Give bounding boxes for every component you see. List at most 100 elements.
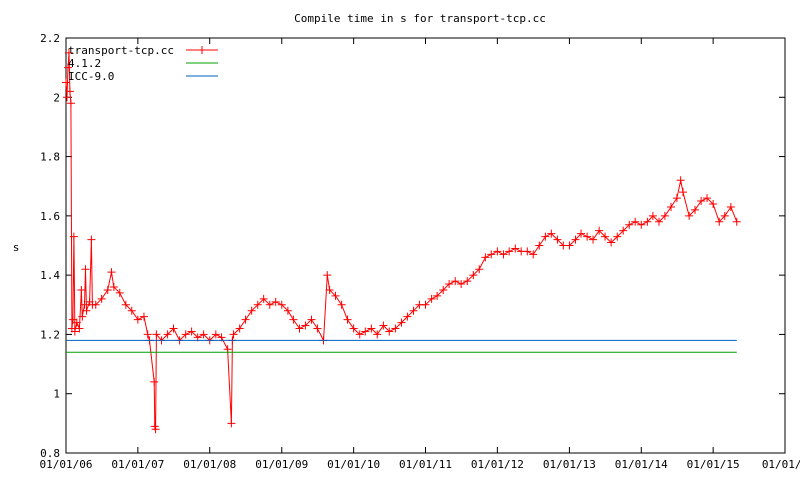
series-line (65, 52, 738, 430)
data-point (397, 318, 406, 327)
data-point (355, 330, 364, 339)
data-point (139, 312, 148, 321)
data-point (235, 324, 244, 333)
data-point (523, 247, 532, 256)
data-point (547, 229, 556, 238)
data-point (91, 300, 100, 309)
data-point (403, 312, 412, 321)
data-point (660, 211, 669, 220)
data-point (323, 271, 332, 280)
legend-label: transport-tcp.cc (68, 44, 174, 57)
legend-marker (198, 46, 206, 54)
data-point (151, 425, 160, 434)
data-point (107, 268, 116, 277)
data-point (241, 315, 250, 324)
x-tick-label: 01/01/1 (762, 458, 800, 471)
x-tick-label: 01/01/11 (399, 458, 452, 471)
data-point (709, 200, 718, 208)
data-point (325, 285, 334, 294)
data-point (80, 300, 89, 309)
data-point (187, 327, 196, 336)
data-point (69, 232, 78, 241)
data-point (391, 324, 400, 333)
y-tick-label: 0.8 (40, 447, 60, 460)
data-point (457, 280, 466, 289)
data-point (535, 241, 544, 250)
data-point (277, 300, 286, 309)
data-point (715, 217, 724, 226)
data-point (313, 324, 322, 333)
data-point (283, 306, 292, 315)
data-point (427, 294, 436, 303)
data-point (361, 327, 370, 336)
data-point (78, 312, 87, 321)
data-point (481, 253, 490, 262)
data-point (143, 330, 152, 339)
x-tick-label: 01/01/15 (687, 458, 740, 471)
data-point (227, 419, 236, 428)
data-point (169, 324, 178, 333)
data-point (150, 377, 159, 386)
data-point (505, 247, 514, 256)
series-layer (62, 48, 741, 434)
data-point (637, 220, 646, 229)
data-point (685, 211, 694, 220)
data-point (82, 306, 91, 315)
data-point (337, 300, 346, 309)
data-point (295, 324, 304, 333)
data-point (648, 211, 657, 220)
data-point (81, 265, 90, 274)
data-point (409, 306, 418, 315)
data-point (433, 291, 442, 300)
data-point (211, 330, 220, 339)
data-point (97, 294, 106, 303)
axis-ticks: 0.8 1 1.2 1.4 1.6 1.8 2 2.2 01/01/06 01/01/07 01/0… (40, 32, 800, 471)
legend-label: 4.1.2 (68, 57, 101, 70)
x-tick-label: 01/01/08 (183, 458, 236, 471)
data-point (445, 280, 454, 289)
data-point (625, 220, 634, 229)
plot-frame (65, 37, 786, 454)
data-point (463, 277, 472, 286)
x-tick-label: 01/01/09 (255, 458, 308, 471)
data-point (720, 211, 729, 220)
data-point (152, 330, 161, 339)
data-point (643, 217, 652, 226)
data-point (499, 250, 508, 259)
data-point (109, 283, 118, 291)
data-point (469, 271, 478, 280)
data-point (691, 205, 700, 214)
data-point (601, 232, 610, 241)
data-point (726, 202, 735, 211)
data-point (75, 324, 84, 333)
data-point (181, 330, 190, 339)
x-tick-label: 01/01/07 (111, 458, 164, 471)
data-point (571, 235, 580, 244)
data-point (271, 297, 280, 306)
data-point (607, 238, 616, 247)
data-point (229, 330, 238, 339)
data-point (703, 194, 712, 203)
data-point (121, 300, 130, 309)
data-point (553, 235, 562, 244)
data-point (65, 87, 74, 96)
data-point (595, 226, 604, 235)
data-point (127, 306, 136, 315)
data-point (667, 202, 676, 211)
data-point (589, 235, 598, 244)
series-0 (62, 48, 741, 434)
data-point (373, 330, 382, 339)
data-point (672, 194, 681, 203)
y-tick-label: 1.8 (40, 151, 60, 164)
data-point (613, 232, 622, 241)
data-point (63, 63, 72, 72)
x-tick-label: 01/01/13 (543, 458, 596, 471)
data-point (87, 235, 96, 244)
data-point (493, 247, 502, 256)
chart-title: Compile time in s for transport-tcp.cc (294, 12, 546, 25)
legend-label: ICC-9.0 (68, 70, 114, 83)
data-point (631, 217, 640, 226)
x-tick-label: 01/01/06 (40, 458, 93, 471)
data-point (133, 315, 142, 324)
data-point (697, 197, 706, 206)
